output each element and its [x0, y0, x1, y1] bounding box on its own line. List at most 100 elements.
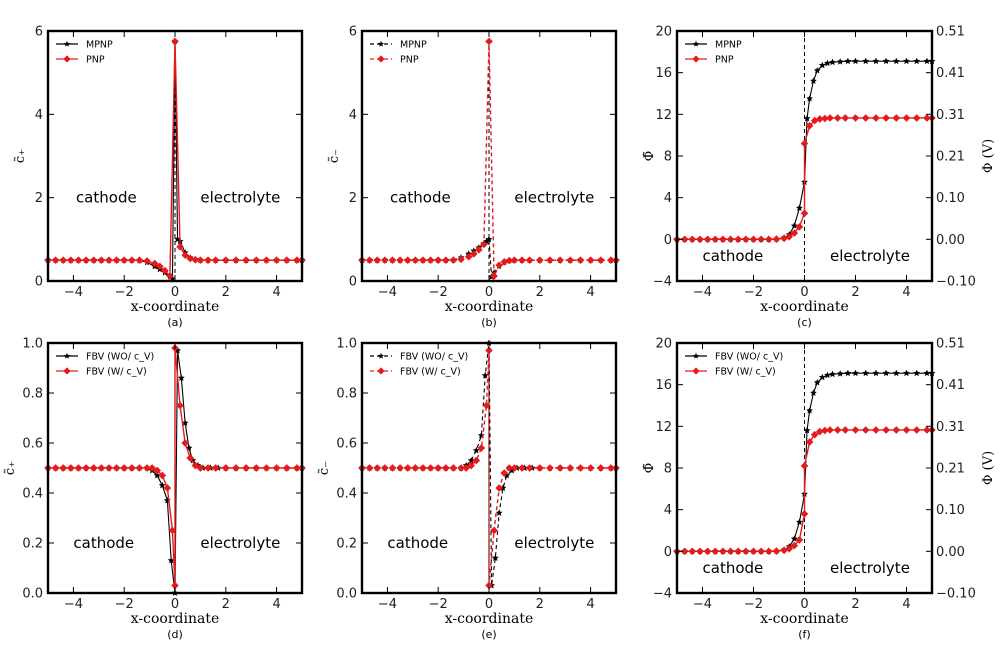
data-point: [74, 464, 83, 472]
y2-axis-label: Φ (V): [981, 451, 996, 485]
data-point: [242, 256, 251, 265]
data-point: [434, 256, 443, 265]
x-axis-label: x-coordinate: [760, 299, 848, 315]
legend-marker: [63, 55, 71, 63]
x-axis-label: x-coordinate: [131, 299, 219, 315]
x-tick-label: 4: [902, 285, 910, 300]
legend-label: PNP: [86, 55, 105, 66]
data-point: [158, 471, 167, 480]
x-tick-label: 4: [586, 597, 594, 612]
data-point: [242, 464, 251, 472]
data-point: [472, 456, 481, 465]
data-point: [163, 484, 172, 492]
data-point: [403, 464, 412, 472]
data-point: [803, 114, 811, 122]
y2-tick-label: 0.00: [936, 545, 965, 560]
data-point: [688, 235, 697, 244]
data-point: [150, 259, 159, 268]
y-tick-label: 20: [655, 25, 672, 40]
panel-b: −4 −2 0 2 4 0 2 4 6 x-coordinate c̃₋ (b) cathode elec…: [327, 25, 620, 329]
data-point: [556, 256, 565, 265]
data-point: [495, 484, 504, 492]
y-tick-label: 0.6: [336, 437, 357, 452]
data-point: [221, 464, 230, 472]
data-point: [196, 464, 205, 472]
data-point: [696, 547, 704, 556]
data-point: [806, 94, 814, 102]
data-point: [861, 114, 870, 122]
y2-tick-label: 0.10: [936, 503, 965, 518]
data-point: [262, 464, 271, 472]
data-point: [365, 464, 374, 472]
x-tick-label: −2: [429, 597, 448, 612]
legend-label: MPNP: [86, 40, 113, 51]
data-point: [252, 256, 261, 265]
data-point: [419, 464, 427, 472]
data-point: [490, 272, 498, 280]
data-point: [882, 369, 890, 377]
data-point: [74, 256, 83, 265]
data-point: [66, 256, 75, 265]
data-point: [518, 256, 526, 265]
legend-marker: [692, 367, 700, 375]
annotation-electrolyte: electrolyte: [200, 534, 280, 552]
data-point: [135, 256, 144, 265]
data-point: [688, 547, 697, 556]
x-tick-label: −2: [744, 285, 763, 300]
data-point: [120, 256, 129, 265]
x-tick-label: −2: [115, 597, 134, 612]
data-point: [913, 369, 921, 377]
data-point: [380, 464, 389, 472]
data-point: [818, 61, 826, 69]
y-axis-label: Φ̃: [642, 151, 657, 162]
data-point: [127, 464, 136, 472]
data-point: [912, 426, 921, 434]
legend-marker: [377, 40, 385, 47]
y-tick-label: 4: [349, 108, 357, 123]
y2-tick-label: 0.21: [936, 150, 965, 165]
x-tick-label: 2: [536, 285, 544, 300]
y-tick-label: 0: [349, 275, 357, 290]
data-point: [176, 401, 184, 410]
panel-caption: (d): [167, 628, 183, 641]
data-point: [795, 204, 803, 212]
data-point: [734, 235, 743, 244]
y-tick-label: 4: [664, 503, 672, 518]
y-tick-label: 0.8: [336, 387, 357, 402]
annotation-electrolyte: electrolyte: [200, 189, 280, 207]
y-tick-label: 16: [655, 66, 672, 81]
data-point: [204, 464, 212, 472]
legend-label: PNP: [715, 55, 734, 66]
data-point: [703, 235, 712, 244]
data-point: [510, 256, 519, 265]
data-point: [806, 406, 814, 414]
data-point: [204, 256, 212, 265]
x-tick-label: 2: [536, 597, 544, 612]
y-tick-label: 8: [664, 462, 672, 477]
x-tick-label: 0: [485, 285, 493, 300]
data-point: [892, 114, 901, 122]
data-point: [105, 256, 113, 265]
data-point: [726, 547, 735, 556]
data-point: [535, 464, 544, 472]
data-point: [449, 464, 458, 472]
x-axis-label: x-coordinate: [445, 299, 533, 315]
data-point: [158, 481, 166, 489]
data-point: [510, 464, 519, 472]
data-point: [500, 469, 509, 477]
data-point: [566, 256, 575, 265]
data-point: [282, 464, 291, 472]
data-point: [457, 255, 465, 264]
data-point: [211, 256, 220, 265]
data-point: [97, 464, 106, 472]
data-point: [388, 464, 397, 472]
legend-label: FBV (W/ c_V): [715, 367, 776, 378]
data-point: [882, 57, 890, 65]
data-point: [105, 464, 113, 472]
data-point: [566, 464, 575, 472]
data-point: [89, 256, 98, 265]
data-point: [757, 235, 766, 244]
data-point: [800, 462, 809, 470]
x-tick-label: −2: [429, 285, 448, 300]
data-point: [680, 235, 689, 244]
